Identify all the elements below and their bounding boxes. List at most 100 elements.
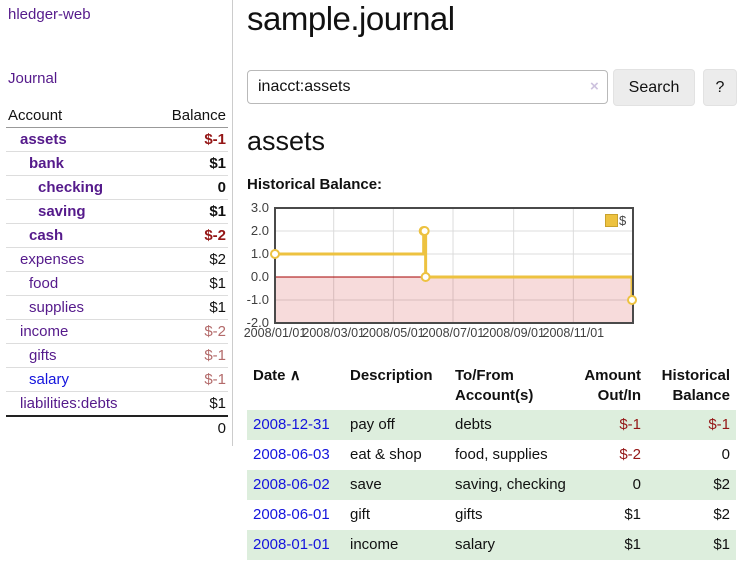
transaction-accounts: food, supplies [455, 446, 548, 463]
transaction-date-link[interactable]: 2008-12-31 [253, 416, 330, 433]
transaction-accounts: debts [455, 416, 492, 433]
account-row: expenses $2 [6, 247, 228, 272]
register-row: 2008-12-31 pay off debts $-1 $-1 [247, 410, 736, 440]
register-header-amount: Amount Out/In [584, 367, 641, 404]
x-axis-tick-label: 2008/03/01 [302, 326, 365, 340]
transaction-amount: $1 [624, 536, 641, 553]
transaction-date-link[interactable]: 2008-06-03 [253, 446, 330, 463]
x-axis-tick-label: 2008/09/01 [482, 326, 545, 340]
sidebar-account-salary[interactable]: salary [29, 371, 70, 388]
transaction-amount: $-2 [619, 446, 641, 463]
register-header-accounts: To/From Account(s) [455, 367, 534, 404]
sidebar-account-income[interactable]: income [20, 323, 69, 340]
transaction-description: save [350, 476, 382, 493]
x-axis-tick-label: 2008/11/01 [542, 326, 605, 340]
account-balance: $-1 [152, 343, 228, 368]
accounts-total-value: 0 [152, 415, 228, 440]
search-form: × Search ? [247, 69, 742, 108]
transaction-description: gift [350, 506, 371, 523]
sidebar-account-assets[interactable]: assets [20, 131, 67, 148]
account-balance: $-1 [152, 127, 228, 152]
account-balance: $1 [152, 391, 228, 417]
account-balance: $1 [152, 151, 228, 176]
sidebar: hledger-web Journal Account Balance asse… [0, 0, 233, 446]
clear-search-icon[interactable]: × [590, 78, 599, 95]
account-row: saving $1 [6, 199, 228, 224]
historical-balance-chart: $ 3.0 2.0 1.0 0.0 -1.0 -2.0 2008/01/01 2008/03/… [244, 200, 677, 350]
account-row: supplies $1 [6, 295, 228, 320]
transaction-description: eat & shop [350, 446, 422, 463]
x-axis-tick-label: 2008/07/01 [421, 326, 485, 340]
sidebar-account-checking[interactable]: checking [38, 179, 104, 196]
account-balance: $1 [152, 295, 228, 320]
transaction-amount: 0 [632, 476, 641, 493]
account-row: bank $1 [6, 151, 228, 176]
page-title: sample.journal [247, 0, 455, 37]
transaction-balance: $-1 [708, 416, 730, 433]
y-axis-tick-label: 0.0 [250, 269, 269, 284]
transaction-balance: $1 [713, 536, 730, 553]
sidebar-account-cash[interactable]: cash [29, 227, 64, 244]
transaction-date-link[interactable]: 2008-06-01 [253, 506, 330, 523]
register-row: 2008-06-03 eat & shop food, supplies $-2 0 [247, 440, 736, 470]
account-row: salary $-1 [6, 367, 228, 392]
account-row: income $-2 [6, 319, 228, 344]
transaction-balance: $2 [713, 476, 730, 493]
transaction-accounts: gifts [455, 506, 483, 523]
register-table: Date ∧ Description To/From Account(s) Am… [247, 362, 736, 560]
account-balance: $-2 [152, 319, 228, 344]
accounts-total-row: 0 [6, 415, 228, 440]
y-axis-tick-label: 3.0 [250, 200, 269, 215]
account-balance: $-1 [152, 367, 228, 392]
chart-title: Historical Balance: [247, 176, 383, 193]
accounts-table-header: Account Balance [6, 104, 228, 128]
sidebar-account-bank[interactable]: bank [29, 155, 65, 172]
search-button[interactable]: Search [613, 69, 695, 106]
transaction-date-link[interactable]: 2008-01-01 [253, 536, 330, 553]
transaction-date-link[interactable]: 2008-06-02 [253, 476, 330, 493]
transaction-accounts: saving, checking [455, 476, 566, 493]
transaction-amount: $-1 [619, 416, 641, 433]
sidebar-account-saving[interactable]: saving [38, 203, 86, 220]
sidebar-account-food[interactable]: food [29, 275, 59, 292]
register-row: 2008-06-02 save saving, checking 0 $2 [247, 470, 736, 500]
legend-label: $ [619, 213, 627, 228]
chart-plot [270, 207, 638, 324]
y-axis-tick-label: -2.0 [246, 315, 269, 330]
x-axis-tick-label: 2008/05/01 [362, 326, 425, 340]
sidebar-account-supplies[interactable]: supplies [29, 299, 85, 316]
account-row: food $1 [6, 271, 228, 296]
register-header-row: Date ∧ Description To/From Account(s) Am… [247, 362, 736, 410]
sidebar-account-gifts[interactable]: gifts [29, 347, 57, 364]
y-axis-tick-label: 1.0 [250, 246, 269, 261]
register-row: 2008-06-01 gift gifts $1 $2 [247, 500, 736, 530]
transaction-description: income [350, 536, 399, 553]
register-rows: 2008-12-31 pay off debts $-1 $-1 2008-06-03 ea… [247, 410, 736, 560]
search-input[interactable] [247, 70, 608, 104]
account-row: assets $-1 [6, 127, 228, 152]
sidebar-item-journal[interactable]: Journal [8, 70, 58, 87]
account-row: cash $-2 [6, 223, 228, 248]
register-header-description: Description [350, 367, 433, 384]
register-header-date[interactable]: Date ∧ [253, 367, 301, 384]
transaction-balance: 0 [721, 446, 730, 463]
transaction-balance: $2 [713, 506, 730, 523]
help-button[interactable]: ? [703, 69, 737, 106]
legend-swatch-icon [605, 214, 618, 227]
accounts-table: Account Balance assets $-1 bank $1 checking 0… [6, 104, 228, 440]
x-axis-tick-label: 2008/01/01 [243, 326, 307, 340]
account-row: liabilities:debts $1 [6, 391, 228, 417]
app-brand-link[interactable]: hledger-web [8, 6, 91, 23]
y-axis-tick-label: 2.0 [250, 223, 269, 238]
accounts-header-account: Account [6, 104, 153, 128]
transaction-amount: $1 [624, 506, 641, 523]
transaction-accounts: salary [455, 536, 496, 553]
account-rows: assets $-1 bank $1 checking 0 saving $1 cash $-2 e… [6, 127, 228, 417]
account-balance: $1 [152, 271, 228, 296]
chart-legend: $ [605, 213, 626, 228]
sidebar-account-liabilities-debts[interactable]: liabilities:debts [20, 395, 118, 412]
y-axis-tick-label: -1.0 [246, 292, 269, 307]
main-content: sample.journal × Search ? assets Histori… [244, 0, 742, 582]
account-balance: $-2 [152, 223, 228, 248]
sidebar-account-expenses[interactable]: expenses [20, 251, 85, 268]
